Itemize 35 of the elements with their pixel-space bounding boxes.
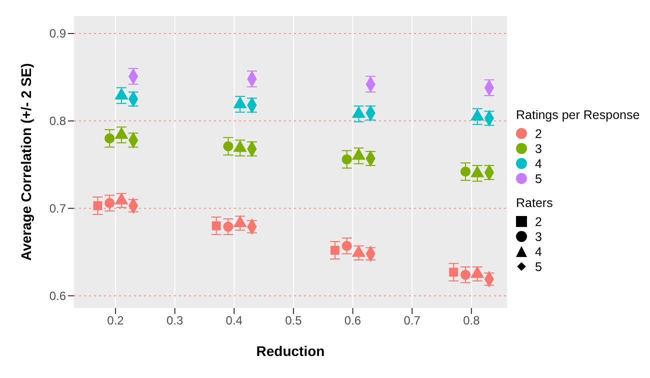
point <box>93 201 102 210</box>
point <box>330 246 340 255</box>
legend-title: Ratings per Response <box>516 108 640 122</box>
x-tick-label: 0.6 <box>344 314 362 328</box>
y-tick-label: 0.8 <box>49 114 66 128</box>
point <box>212 221 221 230</box>
x-axis-title: Reduction <box>256 342 325 359</box>
point <box>342 154 352 164</box>
x-tick-label: 0.3 <box>166 314 184 328</box>
legend-label: 5 <box>535 172 542 186</box>
x-tick-label: 0.2 <box>107 314 124 328</box>
x-tick-label: 0.8 <box>463 314 480 328</box>
point <box>460 270 471 280</box>
point <box>342 240 352 251</box>
point <box>104 133 115 144</box>
point <box>223 222 234 232</box>
y-tick-label: 0.7 <box>49 202 66 216</box>
x-tick-label: 0.4 <box>226 314 243 328</box>
legend-label: 4 <box>535 156 542 170</box>
point <box>223 141 234 152</box>
text: 4 <box>535 244 542 258</box>
legend-label: 2 <box>535 126 542 140</box>
legend-label: 3 <box>535 142 542 156</box>
y-axis-title: Average Correlation (+/- 2 SE) <box>18 63 34 261</box>
text: 3 <box>535 230 542 244</box>
y-tick-label: 0.9 <box>49 26 66 41</box>
point <box>104 198 115 208</box>
x-tick-label: 0.7 <box>404 314 421 328</box>
text: 5 <box>535 260 542 274</box>
point <box>460 166 471 177</box>
point <box>449 268 458 277</box>
y-tick-label: 0.6 <box>49 289 66 304</box>
text: Raters <box>516 196 554 210</box>
x-tick-label: 0.5 <box>285 314 302 328</box>
text: 2 <box>535 214 542 228</box>
